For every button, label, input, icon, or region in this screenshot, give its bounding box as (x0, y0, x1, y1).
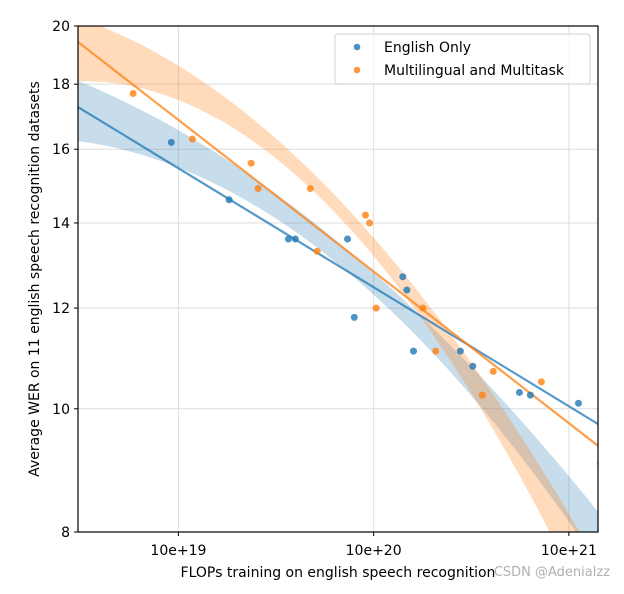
point-english-only (225, 196, 233, 204)
y-axis-label: Average WER on 11 english speech recogni… (27, 81, 43, 477)
x-tick-label: 10e+21 (541, 543, 597, 559)
y-tick-label: 14 (52, 216, 70, 232)
legend-marker-english-only (353, 43, 361, 51)
legend-label-multilingual: Multilingual and Multitask (384, 63, 565, 79)
point-english-only (403, 286, 411, 294)
legend-label-english-only: English Only (384, 40, 471, 56)
y-tick-label: 8 (61, 525, 70, 541)
point-english-only (409, 347, 417, 355)
point-english-only (526, 391, 534, 399)
point-english-only (344, 235, 352, 243)
point-multilingual-and-multitask (537, 378, 545, 386)
confidence-band-english-only (78, 80, 598, 532)
point-multilingual-and-multitask (313, 247, 321, 255)
x-tick-label: 10e+20 (346, 543, 402, 559)
point-multilingual-and-multitask (247, 159, 255, 167)
x-axis-label: FLOPs training on english speech recogni… (181, 565, 496, 581)
y-tick-label: 10 (52, 402, 70, 418)
point-multilingual-and-multitask (254, 185, 262, 193)
point-english-only (456, 347, 464, 355)
point-english-only (291, 235, 299, 243)
confidence-band-multilingual-and-multitask (78, 26, 580, 532)
point-multilingual-and-multitask (478, 391, 486, 399)
point-multilingual-and-multitask (366, 219, 374, 227)
point-english-only (167, 138, 175, 146)
point-english-only (399, 273, 407, 281)
legend: English Only Multilingual and Multitask (334, 33, 591, 85)
legend-box (334, 33, 591, 85)
point-multilingual-and-multitask (372, 304, 380, 312)
fit-line-english-only (78, 106, 598, 426)
point-multilingual-and-multitask (306, 185, 314, 193)
plot-frame (77, 25, 599, 533)
confidence-bands (78, 26, 598, 532)
point-english-only (574, 399, 582, 407)
point-multilingual-and-multitask (489, 367, 497, 375)
point-english-only (284, 235, 292, 243)
fit-lines (78, 41, 598, 448)
data-points (129, 89, 598, 467)
y-axis: 8 10 12 14 16 18 20 (52, 19, 78, 541)
point-multilingual-and-multitask (432, 347, 440, 355)
point-english-only (515, 388, 523, 396)
fit-line-multilingual-and-multitask (78, 41, 598, 448)
point-multilingual-and-multitask (419, 304, 427, 312)
point-english-only (469, 362, 477, 370)
point-multilingual-and-multitask (188, 135, 196, 143)
x-axis: 10e+19 10e+20 10e+21 (150, 532, 597, 559)
watermark: CSDN @Adenialzz (493, 565, 610, 580)
legend-marker-multilingual (353, 66, 361, 74)
point-english-only (350, 313, 358, 321)
point-multilingual-and-multitask (361, 211, 369, 219)
y-tick-label: 18 (52, 77, 70, 93)
y-tick-label: 20 (52, 19, 70, 35)
point-multilingual-and-multitask (129, 89, 137, 97)
y-tick-label: 16 (52, 142, 70, 158)
x-tick-label: 10e+19 (150, 543, 206, 559)
y-tick-label: 12 (52, 301, 70, 317)
